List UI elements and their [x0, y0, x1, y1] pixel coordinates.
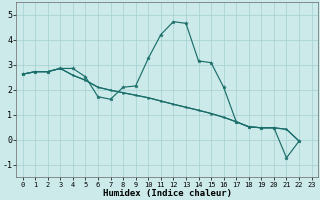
- X-axis label: Humidex (Indice chaleur): Humidex (Indice chaleur): [103, 189, 232, 198]
